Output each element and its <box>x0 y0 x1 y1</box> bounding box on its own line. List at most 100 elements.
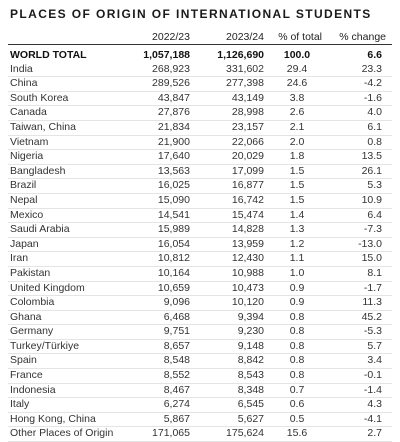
table-row: Brazil 16,025 16,877 1.5 5.3 <box>8 178 392 194</box>
country-cell: Brazil <box>8 178 122 194</box>
pct-total-cell: 0.7 <box>266 383 328 399</box>
pct-total-cell: 1.5 <box>266 164 328 180</box>
pct-change-cell: 5.3 <box>328 178 392 194</box>
pct-total-cell: 0.8 <box>266 368 328 384</box>
pct-change-cell: 10.9 <box>328 193 392 209</box>
table-row: Hong Kong, China 5,867 5,627 0.5 -4.1 <box>8 412 392 428</box>
country-cell: Germany <box>8 324 122 340</box>
origins-table: 2022/23 2023/24 % of total % change WORL… <box>8 30 392 442</box>
value-2023-24-cell: 331,602 <box>192 62 266 78</box>
pct-total-cell: 0.6 <box>266 397 328 413</box>
table-title: PLACES OF ORIGIN OF INTERNATIONAL STUDEN… <box>10 7 372 21</box>
pct-total-cell: 2.1 <box>266 120 328 136</box>
pct-total-cell: 29.4 <box>266 62 328 78</box>
value-2022-23-cell: 8,552 <box>122 368 192 384</box>
total-label: WORLD TOTAL <box>10 49 87 61</box>
country-cell: Mexico <box>8 208 122 224</box>
country-cell: Iran <box>8 251 122 267</box>
pct-change-cell: 4.0 <box>328 105 392 121</box>
table-row: Mexico 14,541 15,474 1.4 6.4 <box>8 208 392 224</box>
table-row: Colombia 9,096 10,120 0.9 11.3 <box>8 295 392 311</box>
pct-change-cell: -1.7 <box>328 281 392 297</box>
pct-total-cell: 1.0 <box>266 266 328 282</box>
country-cell: Italy <box>8 397 122 413</box>
pct-total-cell: 15.6 <box>266 426 328 442</box>
country-cell: Colombia <box>8 295 122 311</box>
country-cell: South Korea <box>8 91 122 107</box>
table-row: Indonesia 8,467 8,348 0.7 -1.4 <box>8 383 392 399</box>
country-cell: Spain <box>8 353 122 370</box>
country-cell: Saudi Arabia <box>8 222 122 238</box>
value-2022-23-cell: 10,659 <box>122 281 192 297</box>
value-2022-23-cell: 8,657 <box>122 339 192 355</box>
country-cell: Pakistan <box>8 266 122 282</box>
country-cell: Nigeria <box>8 149 122 165</box>
country-cell: Ghana <box>8 310 122 326</box>
pct-change-cell: 23.3 <box>328 62 392 78</box>
column-header-pct-total: % of total <box>278 31 322 43</box>
country-cell: Nepal <box>8 193 122 209</box>
total-pct-total: 100.0 <box>283 49 311 61</box>
value-2022-23-cell: 16,025 <box>122 178 192 194</box>
table-row: Ghana 6,468 9,394 0.8 45.2 <box>8 310 392 326</box>
value-2023-24-cell: 8,543 <box>192 368 266 384</box>
table-row: Bangladesh 13,563 17,099 1.5 26.1 <box>8 164 392 180</box>
value-2023-24-cell: 28,998 <box>192 105 266 121</box>
pct-change-cell: -4.1 <box>328 412 392 428</box>
table-row: Nepal 15,090 16,742 1.5 10.9 <box>8 193 392 209</box>
country-cell: Hong Kong, China <box>8 412 122 428</box>
value-2023-24-cell: 16,877 <box>192 178 266 194</box>
column-header-2023-24: 2023/24 <box>226 31 264 43</box>
country-cell: Vietnam <box>8 135 122 151</box>
pct-total-cell: 1.8 <box>266 149 328 165</box>
value-2023-24-cell: 23,157 <box>192 120 266 136</box>
value-2022-23-cell: 15,090 <box>122 193 192 209</box>
table-row: Saudi Arabia 15,989 14,828 1.3 -7.3 <box>8 222 392 238</box>
table-row: Germany 9,751 9,230 0.8 -5.3 <box>8 324 392 340</box>
value-2023-24-cell: 175,624 <box>192 426 266 442</box>
pct-change-cell: 5.7 <box>328 339 392 355</box>
country-cell: Other Places of Origin <box>8 426 122 442</box>
pct-change-cell: -5.3 <box>328 324 392 340</box>
table-row: Japan 16,054 13,959 1.2 -13.0 <box>8 237 392 253</box>
table-row: Turkey/Türkiye 8,657 9,148 0.8 5.7 <box>8 339 392 355</box>
value-2022-23-cell: 6,468 <box>122 310 192 326</box>
table-header-row: 2022/23 2023/24 % of total % change <box>8 30 392 45</box>
pct-total-cell: 3.8 <box>266 91 328 107</box>
value-2023-24-cell: 6,545 <box>192 397 266 413</box>
table-row: Taiwan, China 21,834 23,157 2.1 6.1 <box>8 120 392 136</box>
value-2022-23-cell: 16,054 <box>122 237 192 253</box>
pct-total-cell: 0.8 <box>266 324 328 340</box>
value-2022-23-cell: 5,867 <box>122 412 192 428</box>
country-cell: France <box>8 368 122 384</box>
country-cell: Turkey/Türkiye <box>8 339 122 355</box>
pct-change-cell: -13.0 <box>328 237 392 253</box>
value-2022-23-cell: 10,812 <box>122 251 192 267</box>
total-row: WORLD TOTAL 1,057,188 1,126,690 100.0 6.… <box>8 49 392 63</box>
table-row: Nigeria 17,640 20,029 1.8 13.5 <box>8 149 392 165</box>
country-cell: India <box>8 62 122 78</box>
value-2023-24-cell: 15,474 <box>192 208 266 224</box>
table-row: United Kingdom 10,659 10,473 0.9 -1.7 <box>8 281 392 297</box>
country-cell: United Kingdom <box>8 281 122 297</box>
value-2022-23-cell: 6,274 <box>122 397 192 413</box>
value-2023-24-cell: 8,348 <box>192 383 266 399</box>
pct-total-cell: 0.8 <box>266 339 328 355</box>
pct-change-cell: -4.2 <box>328 76 392 92</box>
pct-total-cell: 2.6 <box>266 105 328 121</box>
pct-change-cell: -1.4 <box>328 383 392 399</box>
pct-change-cell: 26.1 <box>328 164 392 180</box>
value-2022-23-cell: 13,563 <box>122 164 192 180</box>
country-cell: Japan <box>8 237 122 253</box>
value-2022-23-cell: 171,065 <box>122 426 192 442</box>
value-2023-24-cell: 12,430 <box>192 251 266 267</box>
column-header-2022-23: 2022/23 <box>152 31 190 43</box>
pct-total-cell: 1.5 <box>266 193 328 209</box>
country-cell: Bangladesh <box>8 164 122 180</box>
table-row: Canada 27,876 28,998 2.6 4.0 <box>8 105 392 121</box>
pct-change-cell: 8.1 <box>328 266 392 282</box>
pct-change-cell: 6.4 <box>328 208 392 224</box>
value-2022-23-cell: 43,847 <box>122 91 192 107</box>
column-header-country <box>8 30 122 45</box>
column-header-pct-change: % change <box>339 31 386 43</box>
